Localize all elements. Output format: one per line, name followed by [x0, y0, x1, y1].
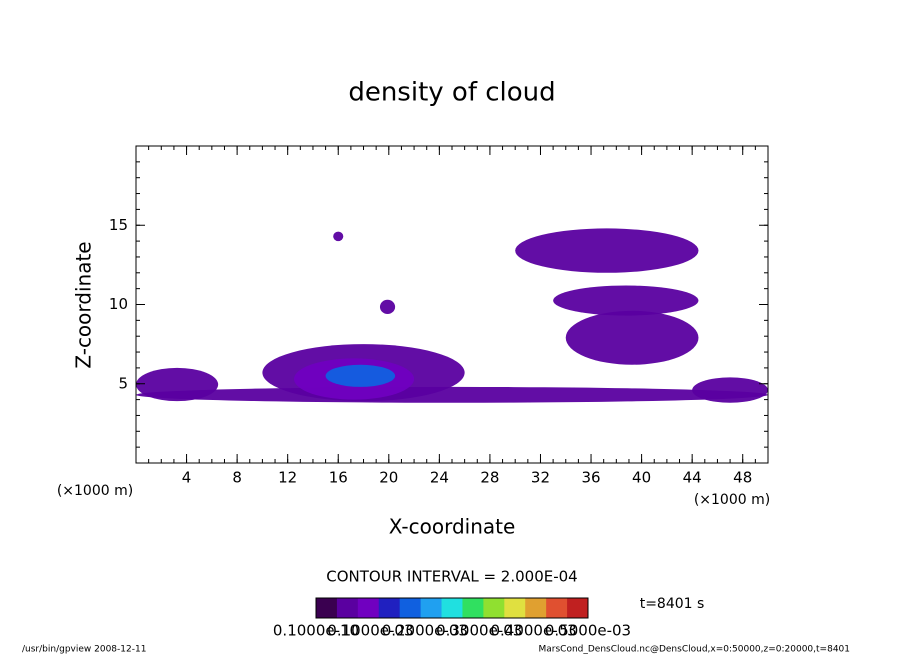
contour-interval: CONTOUR INTERVAL = 2.000E-04: [326, 568, 577, 586]
time-label: t=8401 s: [640, 596, 705, 612]
colorbar-swatch: [567, 598, 589, 618]
colorbar-swatch: [316, 598, 338, 618]
footer-right: MarsCond_DensCloud.nc@DensCloud,x=0:5000…: [539, 645, 851, 654]
x-tick-label: 20: [379, 469, 398, 487]
x-axis-label: X-coordinate: [389, 515, 516, 539]
chart-title: density of cloud: [348, 78, 555, 108]
cloud-region: [692, 377, 768, 403]
colorbar-label: 0.5000e-03: [545, 622, 631, 640]
colorbar-swatch: [546, 598, 568, 618]
y-tick-label: 10: [109, 295, 128, 313]
x-tick-label: 44: [683, 469, 702, 487]
colorbar-swatch: [336, 598, 359, 618]
cloud-region: [565, 310, 699, 365]
cloud-region: [325, 364, 396, 387]
colorbar-swatch: [462, 598, 484, 618]
y-axis-label: Z-coordinate: [72, 241, 96, 368]
x-tick-label: 12: [278, 469, 297, 487]
x-tick-label: 32: [531, 469, 550, 487]
x-tick-label: 8: [232, 469, 242, 487]
cloud-region: [136, 386, 768, 403]
colorbar-label: 0.2000e-03: [382, 622, 468, 640]
colorbar-swatch: [525, 598, 547, 618]
colorbar-swatch: [399, 598, 422, 618]
cloud-region: [515, 228, 699, 273]
colorbar-label: 0.1000e-10: [273, 622, 359, 640]
colorbar-label: 0.3000e-03: [436, 622, 522, 640]
colorbar-frame: [315, 597, 589, 619]
x-tick-label: 24: [430, 469, 449, 487]
x-tick-label: 40: [632, 469, 651, 487]
cloud-region: [333, 231, 344, 242]
colorbar-label: 0.1000e-03: [327, 622, 413, 640]
colorbar-swatch: [483, 598, 505, 618]
x-tick-label: 4: [182, 469, 192, 487]
x-tick-label: 16: [329, 469, 348, 487]
colorbar-swatch: [378, 598, 401, 618]
x-tick-label: 28: [480, 469, 499, 487]
cloud-region: [379, 299, 396, 315]
colorbar-swatch: [357, 598, 380, 618]
y-tick-label: 5: [118, 374, 128, 392]
colorbar-swatch: [504, 598, 526, 618]
cloud-region: [553, 285, 699, 316]
colorbar-swatch: [420, 598, 443, 618]
x-tick-label: 48: [733, 469, 752, 487]
y-tick-label: 15: [109, 216, 128, 234]
colorbar-swatch: [441, 598, 463, 618]
x-unit-left: (×1000 m): [57, 483, 133, 499]
x-tick-label: 36: [581, 469, 600, 487]
footer-left: /usr/bin/gpview 2008-12-11: [22, 645, 146, 654]
x-unit-right: (×1000 m): [694, 492, 770, 508]
colorbar-label: 0.4000e-03: [490, 622, 576, 640]
cloud-region: [136, 367, 219, 402]
